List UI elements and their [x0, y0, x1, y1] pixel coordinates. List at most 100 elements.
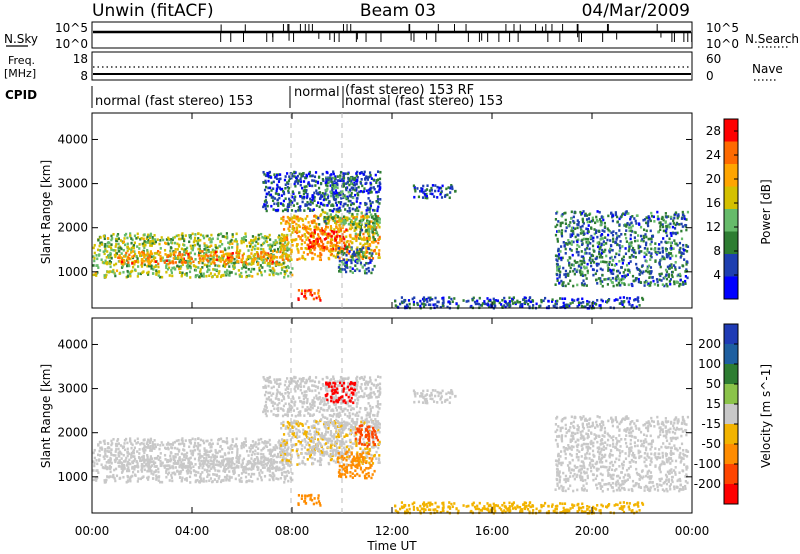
power-cell — [207, 250, 211, 254]
power-cell — [127, 257, 130, 260]
power-cell — [563, 212, 566, 215]
power-cell — [103, 237, 106, 241]
power-cell — [670, 234, 673, 238]
power-cell — [583, 261, 586, 265]
velocity-cell — [100, 463, 103, 467]
power-cell — [685, 263, 688, 266]
power-cell — [344, 219, 347, 222]
power-cell — [350, 180, 353, 183]
power-cell — [596, 299, 599, 302]
power-cell — [268, 259, 272, 263]
power-cell — [647, 270, 650, 274]
power-cell — [653, 282, 656, 286]
power-cell — [439, 191, 443, 195]
power-cell — [299, 180, 303, 183]
power-cell — [269, 186, 272, 190]
power-cell — [661, 215, 664, 219]
velocity-cell — [95, 459, 98, 462]
power-cell — [197, 232, 200, 235]
power-cell — [177, 237, 181, 241]
power-cell — [279, 271, 282, 275]
power-cell — [175, 234, 178, 238]
power-cell — [193, 236, 197, 240]
power-cell — [342, 215, 346, 219]
power-cell — [344, 270, 348, 274]
power-cell — [287, 179, 291, 183]
velocity-cell — [280, 468, 283, 471]
velocity-cell — [198, 444, 201, 447]
power-cell — [632, 250, 635, 254]
power-cell — [629, 215, 632, 219]
power-cell — [183, 239, 186, 243]
power-cell — [276, 247, 280, 251]
power-cell — [369, 181, 372, 185]
power-cell — [219, 257, 222, 260]
power-cell — [185, 274, 189, 277]
power-cell — [249, 242, 252, 246]
power-cell — [157, 253, 160, 256]
velocity-cell — [215, 473, 219, 477]
power-cell — [680, 217, 684, 220]
power-cell — [579, 271, 582, 274]
power-cell — [352, 186, 355, 190]
power-cell — [665, 270, 669, 273]
power-cell — [598, 255, 601, 259]
power-cell — [126, 262, 129, 266]
power-cell — [281, 209, 285, 213]
power-cell — [622, 277, 625, 281]
power-cell — [244, 239, 248, 242]
power-cell — [664, 268, 668, 272]
power-cell — [334, 177, 337, 180]
power-cell — [189, 266, 192, 270]
power-cell — [122, 270, 125, 274]
power-cell — [165, 270, 168, 274]
power-cell — [342, 262, 345, 266]
power-cell — [686, 276, 689, 280]
power-cell — [347, 258, 350, 262]
power-cell — [586, 300, 589, 303]
cpid-segment-2: normal — [294, 85, 340, 100]
velocity-cell — [175, 461, 178, 465]
power-cell — [641, 238, 644, 241]
power-cell — [227, 261, 230, 264]
velocity-cell — [277, 477, 280, 481]
power-cell — [286, 255, 289, 259]
power-cell — [598, 252, 601, 256]
power-cell — [617, 277, 620, 280]
velocity-cell — [211, 480, 214, 484]
power-cell — [350, 259, 353, 262]
power-cell — [326, 225, 330, 229]
power-cell — [669, 222, 672, 226]
velocity-cell — [147, 464, 151, 468]
velocity-cell — [123, 467, 126, 470]
power-cell — [347, 199, 350, 203]
velocity-cell — [128, 477, 131, 481]
velocity-cell — [268, 473, 271, 477]
power-cell — [576, 298, 579, 302]
velocity-cell — [148, 460, 152, 464]
power-cell — [343, 244, 346, 248]
velocity-cell — [140, 465, 143, 468]
power-cell — [279, 250, 282, 254]
power-cell — [164, 259, 167, 263]
power-cell — [636, 239, 639, 243]
velocity-cell — [286, 454, 289, 457]
power-cell — [581, 224, 584, 228]
power-cell — [334, 186, 337, 189]
velocity-cell — [112, 473, 115, 477]
power-cell — [580, 229, 583, 233]
velocity-cell — [92, 478, 95, 482]
power-cell — [296, 182, 300, 185]
power-cell — [302, 180, 306, 183]
velocity-cell — [240, 446, 243, 450]
power-cell — [629, 237, 632, 241]
colorbar-tick-label: 20 — [706, 172, 721, 186]
velocity-cell — [136, 437, 139, 441]
power-cell — [278, 263, 281, 266]
power-cell — [337, 179, 340, 182]
velocity-cell — [255, 445, 258, 449]
power-cell — [363, 238, 366, 241]
power-cell — [277, 180, 281, 183]
velocity-cell — [182, 453, 185, 457]
power-cell — [123, 233, 127, 237]
